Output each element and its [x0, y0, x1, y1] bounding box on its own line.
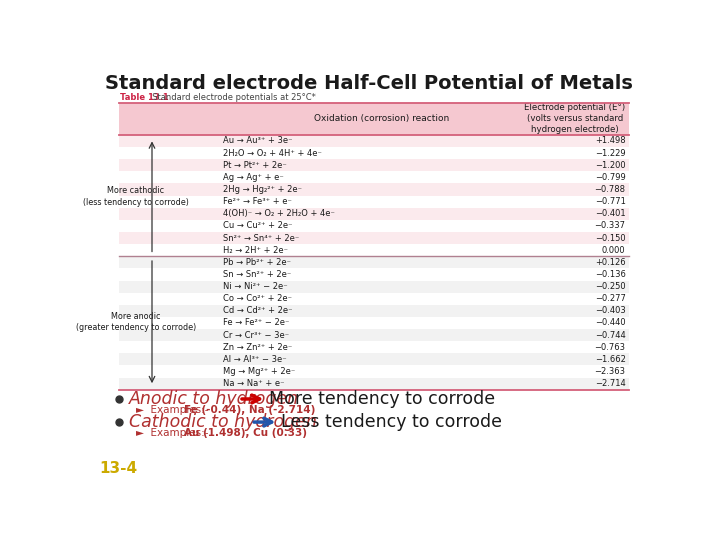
- Text: Mg → Mg²⁺ + 2e⁻: Mg → Mg²⁺ + 2e⁻: [222, 367, 294, 376]
- Bar: [119, 293, 629, 305]
- Bar: [119, 305, 629, 317]
- Text: +0.126: +0.126: [595, 258, 626, 267]
- Text: −0.763: −0.763: [595, 343, 626, 352]
- Bar: [119, 377, 629, 390]
- Bar: [119, 353, 629, 366]
- Text: Less tendency to corrode: Less tendency to corrode: [282, 413, 503, 431]
- Bar: [119, 366, 629, 377]
- Text: +1.498: +1.498: [595, 137, 626, 145]
- Text: −1.662: −1.662: [595, 355, 626, 364]
- Text: Zn → Zn²⁺ + 2e⁻: Zn → Zn²⁺ + 2e⁻: [222, 343, 292, 352]
- Text: −0.150: −0.150: [595, 233, 626, 242]
- Bar: [119, 341, 629, 353]
- Text: Al → Al³⁺ − 3e⁻: Al → Al³⁺ − 3e⁻: [222, 355, 286, 364]
- Text: −0.771: −0.771: [595, 197, 626, 206]
- Text: −2.714: −2.714: [595, 379, 626, 388]
- Bar: [119, 268, 629, 280]
- Text: −0.337: −0.337: [595, 221, 626, 231]
- Bar: [119, 244, 629, 256]
- Text: 13-4: 13-4: [99, 461, 138, 476]
- Text: ►  Examples:-: ► Examples:-: [137, 405, 212, 415]
- Text: More cathodic
(less tendency to corrode): More cathodic (less tendency to corrode): [83, 186, 189, 207]
- Text: −0.403: −0.403: [595, 306, 626, 315]
- Bar: [119, 208, 629, 220]
- Text: Cu → Cu²⁺ + 2e⁻: Cu → Cu²⁺ + 2e⁻: [222, 221, 292, 231]
- Text: −0.401: −0.401: [595, 210, 626, 218]
- Text: Pt → Pt²⁺ + 2e⁻: Pt → Pt²⁺ + 2e⁻: [222, 161, 287, 170]
- Text: Table 13.1: Table 13.1: [120, 92, 169, 102]
- Bar: [119, 135, 629, 147]
- Text: −1.229: −1.229: [595, 148, 626, 158]
- Text: Cd → Cd²⁺ + 2e⁻: Cd → Cd²⁺ + 2e⁻: [222, 306, 292, 315]
- Text: −0.744: −0.744: [595, 330, 626, 340]
- Text: −0.136: −0.136: [595, 270, 626, 279]
- Bar: [119, 103, 629, 135]
- Text: More tendency to corrode: More tendency to corrode: [269, 390, 495, 408]
- Text: More anodic
(greater tendency to corrode): More anodic (greater tendency to corrode…: [76, 312, 196, 333]
- Text: −0.440: −0.440: [595, 319, 626, 327]
- Bar: [119, 195, 629, 208]
- Text: Cathodic to hydrogen: Cathodic to hydrogen: [129, 413, 317, 431]
- Text: Electrode potential (E°)
(volts versus standard
hydrogen electrode): Electrode potential (E°) (volts versus s…: [524, 103, 626, 134]
- Text: Co → Co²⁺ + 2e⁻: Co → Co²⁺ + 2e⁻: [222, 294, 292, 303]
- Text: −0.799: −0.799: [595, 173, 626, 182]
- Text: Standard electrode Half-Cell Potential of Metals: Standard electrode Half-Cell Potential o…: [105, 74, 633, 93]
- Text: Oxidation (corrosion) reaction: Oxidation (corrosion) reaction: [314, 114, 449, 123]
- Text: Sn²⁺ → Sn⁴⁺ + 2e⁻: Sn²⁺ → Sn⁴⁺ + 2e⁻: [222, 233, 299, 242]
- Bar: [119, 147, 629, 159]
- Bar: [119, 159, 629, 171]
- Text: −0.277: −0.277: [595, 294, 626, 303]
- Text: −0.788: −0.788: [595, 185, 626, 194]
- Text: 4(OH)⁻ → O₂ + 2H₂O + 4e⁻: 4(OH)⁻ → O₂ + 2H₂O + 4e⁻: [222, 210, 334, 218]
- Text: 0.000: 0.000: [602, 246, 626, 255]
- Text: Fe (-0.44), Na (-2.714): Fe (-0.44), Na (-2.714): [184, 405, 315, 415]
- Bar: [119, 232, 629, 244]
- Bar: [119, 220, 629, 232]
- Text: H₂ → 2H⁺ + 2e⁻: H₂ → 2H⁺ + 2e⁻: [222, 246, 287, 255]
- Text: ►  Examples:-: ► Examples:-: [137, 428, 212, 438]
- Bar: [119, 256, 629, 268]
- Text: Sn → Sn²⁺ + 2e⁻: Sn → Sn²⁺ + 2e⁻: [222, 270, 291, 279]
- Bar: [119, 329, 629, 341]
- Text: Ag → Ag⁺ + e⁻: Ag → Ag⁺ + e⁻: [222, 173, 283, 182]
- Text: −2.363: −2.363: [595, 367, 626, 376]
- Text: Ni → Ni²⁺ − 2e⁻: Ni → Ni²⁺ − 2e⁻: [222, 282, 287, 291]
- Text: Cr → Cr³⁺ − 3e⁻: Cr → Cr³⁺ − 3e⁻: [222, 330, 289, 340]
- Text: Fe → Fe²⁺ − 2e⁻: Fe → Fe²⁺ − 2e⁻: [222, 319, 289, 327]
- Text: −0.250: −0.250: [595, 282, 626, 291]
- Bar: [119, 184, 629, 195]
- Text: Na → Na⁺ + e⁻: Na → Na⁺ + e⁻: [222, 379, 284, 388]
- Text: Pb → Pb²⁺ + 2e⁻: Pb → Pb²⁺ + 2e⁻: [222, 258, 291, 267]
- Text: Fe²⁺ → Fe³⁺ + e⁻: Fe²⁺ → Fe³⁺ + e⁻: [222, 197, 292, 206]
- Text: Au → Au³⁺ + 3e⁻: Au → Au³⁺ + 3e⁻: [222, 137, 292, 145]
- Bar: [119, 171, 629, 184]
- Bar: [119, 317, 629, 329]
- Text: Standard electrode potentials at 25°C*: Standard electrode potentials at 25°C*: [147, 92, 315, 102]
- Bar: [119, 280, 629, 293]
- Text: −1.200: −1.200: [595, 161, 626, 170]
- Text: Au (1.498), Cu (0.33): Au (1.498), Cu (0.33): [184, 428, 307, 438]
- Text: 2H₂O → O₂ + 4H⁺ + 4e⁻: 2H₂O → O₂ + 4H⁺ + 4e⁻: [222, 148, 321, 158]
- Text: 2Hg → Hg₂²⁺ + 2e⁻: 2Hg → Hg₂²⁺ + 2e⁻: [222, 185, 302, 194]
- Text: Anodic to hydrogen: Anodic to hydrogen: [129, 390, 299, 408]
